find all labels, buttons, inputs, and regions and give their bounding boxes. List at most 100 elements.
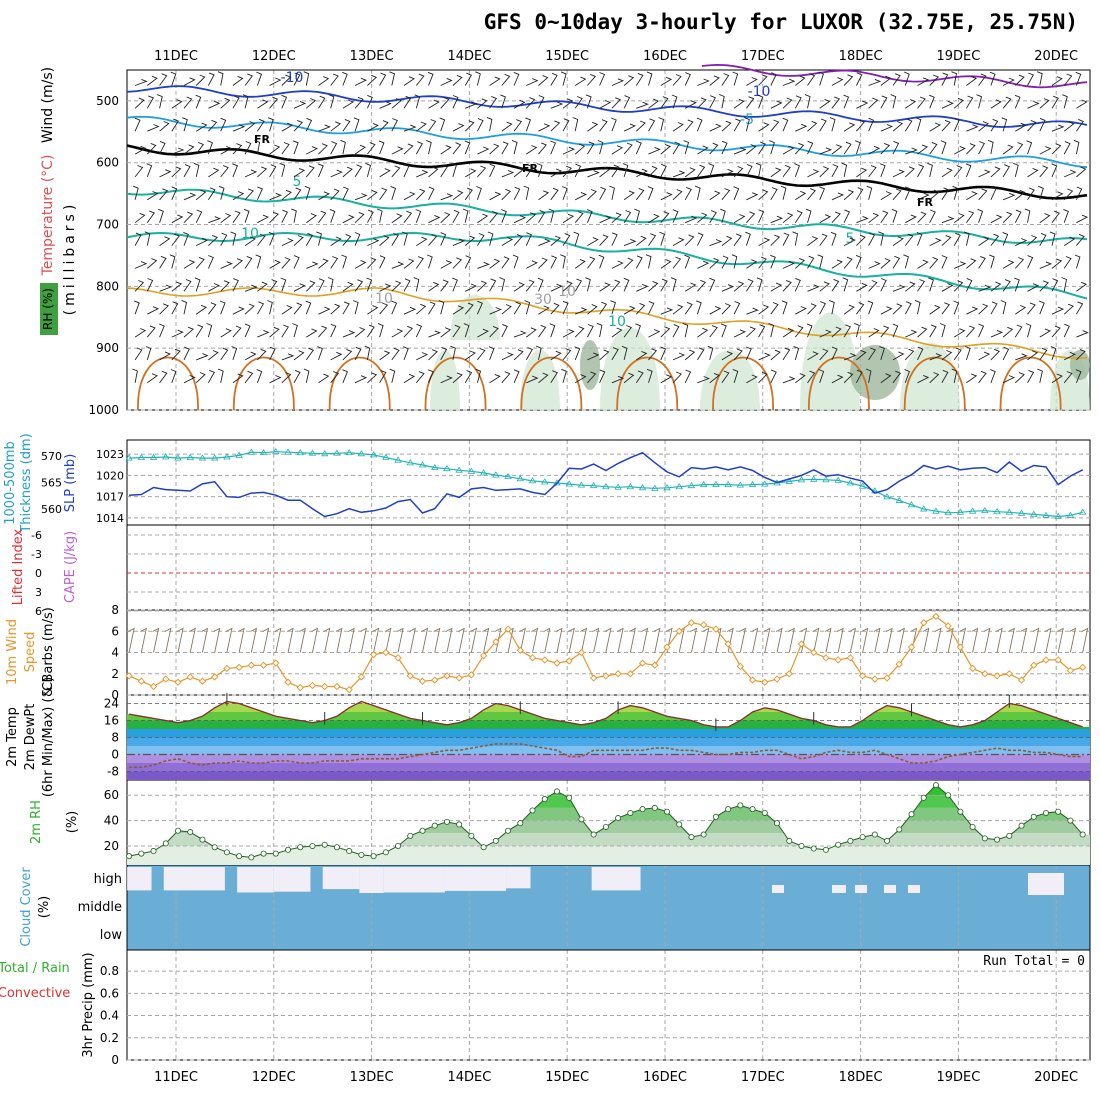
wind-barb [146,163,153,178]
wind-barb [416,352,429,361]
ylabel-thickness: 1000-500mb [3,441,18,525]
wind10m-barb [690,627,698,653]
wind10m-marker [382,648,390,657]
wind10m-marker [504,625,512,633]
wind10m-barb [885,627,893,653]
wind-barb [464,120,475,132]
wind-barb [684,119,694,132]
wind-barb [428,234,438,246]
wind-barb [672,141,681,155]
wind-barb [1037,71,1043,86]
wind-barb [306,146,318,155]
rh-marker [1006,832,1013,839]
wind-barb [721,284,735,292]
wind-barb [660,163,667,178]
high-cloud-bar [273,867,311,892]
wind-barb [574,76,587,86]
wind-barb [697,327,709,338]
wind10m-marker [700,621,708,629]
wind-barb [636,101,649,109]
wind-barb [244,169,258,178]
wind-barb [538,257,548,269]
rh-marker [370,853,377,860]
thickness-marker [308,449,317,456]
wind-barb [599,349,610,361]
wind-barb [758,371,768,384]
wind-barb [978,351,991,361]
wind-barb [611,347,619,361]
rh-marker [309,842,316,849]
wind-barb [342,301,350,315]
wind-barb [1027,255,1034,269]
wind-barb [538,305,550,315]
wind-barb [1073,139,1080,155]
wind10m-marker [614,670,622,678]
wind-barb [623,257,634,269]
wind-barb [831,144,843,155]
wind-barb [1002,279,1011,292]
high-cloud-bar [237,867,274,893]
thickness-marker [174,454,182,461]
thickness-marker [369,451,378,458]
wind-barb [281,74,292,86]
wind-barb [953,165,963,178]
wind-barb [147,258,158,269]
wind-barb [194,277,201,292]
contour-label: 10 [375,291,393,307]
wind-barb [330,323,337,338]
wind-barb [951,71,958,86]
wind-barb [697,347,705,361]
wind-barb [489,163,496,178]
wind-barb [917,326,928,338]
wind-barb [1000,300,1007,315]
wind-barb [966,258,977,269]
rh-marker [382,849,389,856]
wind-barb [440,327,452,338]
wind-barb [990,329,1004,338]
wind-barb [208,369,215,384]
wind-barb [721,73,730,86]
wind-barb [843,237,856,247]
rh-marker [884,837,891,844]
high-cloud-bar [506,867,531,889]
wind-barb [599,369,606,383]
wind-barb [758,324,766,338]
date-label-top: 18DEC [839,49,883,64]
wind-barb [819,186,825,200]
wind-barb [536,163,543,178]
wind-barb [721,188,731,201]
wind-barb [1024,208,1031,223]
wind-barb [220,328,232,338]
wind-barb [1039,328,1052,338]
wind-barb [892,188,902,201]
temp-line [128,700,1083,728]
wind-barb [318,306,331,315]
wind-barb [868,347,876,361]
wind-barb [171,118,179,132]
wind-barb [316,231,322,246]
contour-label: 5 [293,174,302,190]
wind-barb [391,165,401,178]
wind-barb [611,327,623,338]
rh-marker [798,842,805,849]
wind-barb [672,189,683,201]
wind-barb [721,303,731,315]
wind10m-barb [347,627,355,653]
wind-barb [379,101,392,109]
wind-barb [795,306,807,315]
wind-barb [746,144,757,155]
wind-barb [587,121,599,132]
wind-barb [477,213,489,224]
wind-barb [342,348,353,361]
wind-barb [501,371,511,384]
wind-barb [219,300,226,315]
wind-barb [622,163,629,178]
wind-barb [561,186,568,200]
wind-barb [611,164,620,178]
wind-barb [917,374,930,384]
wind-barb [550,350,562,361]
wind-barb [978,73,987,86]
slp-tick-label: 1020 [96,469,124,482]
wind-barb [697,97,707,109]
precip-tick-label: 0.4 [100,1009,119,1023]
